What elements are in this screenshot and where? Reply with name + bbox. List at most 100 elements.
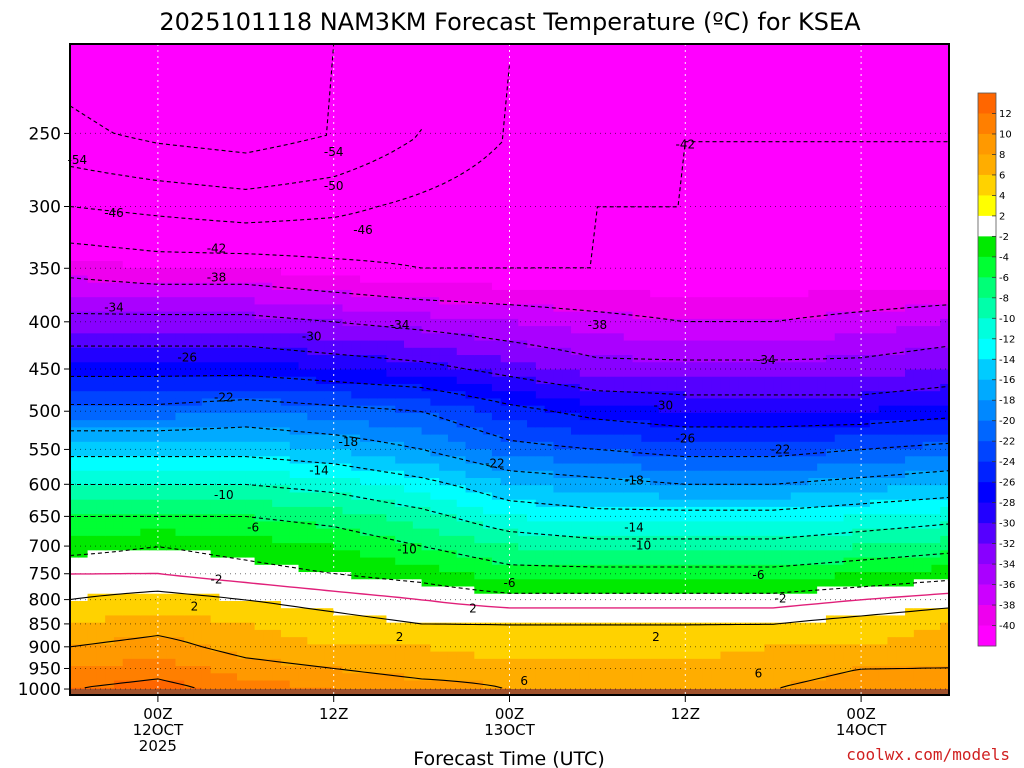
field-cell xyxy=(157,65,168,74)
field-cell xyxy=(360,593,370,602)
field-cell xyxy=(280,355,291,363)
field-cell xyxy=(166,340,177,349)
field-cell xyxy=(113,608,124,617)
field-cell xyxy=(245,203,256,211)
field-cell xyxy=(122,622,133,631)
field-cell xyxy=(193,434,203,443)
field-cell xyxy=(157,116,168,125)
field-cell xyxy=(518,145,528,154)
field-cell xyxy=(122,463,133,472)
field-cell xyxy=(491,297,502,305)
field-cell xyxy=(465,297,475,305)
field-cell xyxy=(263,109,273,117)
field-cell xyxy=(210,311,221,320)
field-cell xyxy=(307,275,317,284)
field-cell xyxy=(298,195,308,204)
field-cell xyxy=(447,188,458,197)
field-cell xyxy=(509,203,519,211)
field-cell xyxy=(527,355,537,363)
field-cell xyxy=(360,109,370,117)
field-cell xyxy=(254,44,264,52)
field-cell xyxy=(412,159,423,168)
field-cell xyxy=(272,318,282,327)
field-cell xyxy=(535,550,546,559)
field-cell xyxy=(105,138,115,146)
field-cell xyxy=(377,181,388,190)
field-cell xyxy=(140,304,150,313)
field-cell xyxy=(447,138,458,146)
field-cell xyxy=(219,87,229,96)
field-cell xyxy=(272,239,282,248)
field-cell xyxy=(87,383,97,392)
field-cell xyxy=(333,666,344,674)
field-cell xyxy=(544,420,555,428)
field-cell xyxy=(175,376,185,385)
field-cell xyxy=(412,441,423,450)
field-cell xyxy=(184,506,194,515)
field-cell xyxy=(280,123,291,132)
field-cell xyxy=(316,427,326,436)
field-cell xyxy=(184,550,194,559)
field-cell xyxy=(298,304,308,313)
field-cell xyxy=(333,347,344,356)
temperature-field xyxy=(70,44,949,695)
field-cell xyxy=(412,644,423,653)
field-cell xyxy=(430,470,440,479)
field-cell xyxy=(78,427,89,436)
field-cell xyxy=(333,232,344,240)
field-cell xyxy=(324,521,335,530)
field-cell xyxy=(368,239,379,248)
field-cell xyxy=(491,629,502,638)
field-cell xyxy=(465,644,475,653)
field-cell xyxy=(140,557,150,566)
field-cell xyxy=(96,608,106,617)
field-cell xyxy=(342,72,352,81)
field-cell xyxy=(263,369,273,378)
field-cell xyxy=(96,492,106,501)
field-cell xyxy=(368,600,379,609)
field-cell xyxy=(122,470,133,479)
field-cell xyxy=(245,232,256,240)
field-cell xyxy=(509,615,519,624)
field-cell xyxy=(535,355,546,363)
field-cell xyxy=(483,347,493,356)
chart-title: 2025101118 NAM3KM Forecast Temperature (… xyxy=(159,8,861,36)
field-cell xyxy=(412,224,423,233)
field-cell xyxy=(131,557,141,566)
field-cell xyxy=(368,282,379,291)
field-cell xyxy=(237,282,247,291)
field-cell xyxy=(404,434,414,443)
field-cell xyxy=(245,253,256,262)
field-cell xyxy=(535,72,546,81)
field-cell xyxy=(219,463,229,472)
field-cell xyxy=(465,514,475,522)
field-cell xyxy=(149,130,159,139)
field-cell xyxy=(342,434,352,443)
field-cell xyxy=(210,174,221,183)
field-cell xyxy=(324,101,335,110)
field-cell xyxy=(377,275,388,284)
field-cell xyxy=(289,449,300,457)
field-cell xyxy=(184,478,194,486)
field-cell xyxy=(87,658,97,667)
field-cell xyxy=(280,109,291,117)
field-cell xyxy=(509,340,519,349)
field-cell xyxy=(122,72,133,81)
field-cell xyxy=(395,224,405,233)
field-cell xyxy=(289,543,300,551)
field-cell xyxy=(78,275,89,284)
field-cell xyxy=(122,101,133,110)
field-cell xyxy=(105,51,115,60)
field-cell xyxy=(254,441,264,450)
field-cell xyxy=(105,391,115,400)
field-cell xyxy=(421,651,431,660)
field-cell xyxy=(377,600,388,609)
field-cell xyxy=(386,217,396,226)
field-cell xyxy=(254,564,264,573)
field-cell xyxy=(439,680,449,689)
field-cell xyxy=(360,152,370,161)
field-cell xyxy=(553,101,563,110)
field-cell xyxy=(70,376,80,385)
field-cell xyxy=(430,550,440,559)
field-cell xyxy=(78,572,89,580)
